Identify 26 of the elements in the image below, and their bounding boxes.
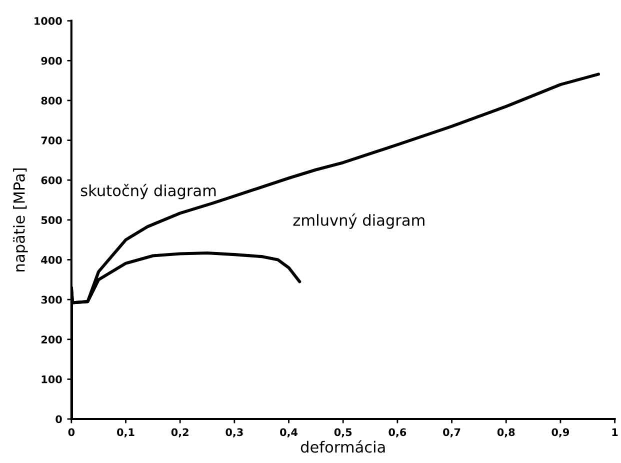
x-tick-label: 0,9 [552,428,570,438]
x-tick-label: 0,6 [388,428,406,438]
y-tick-label: 300 [41,296,62,304]
series-label: skutočný diagram [80,184,216,200]
y-axis-title: napätie [MPa] [13,168,28,272]
x-tick-label: 0,2 [171,428,188,438]
x-tick-label: 0 [68,428,75,436]
y-tick-label: 0 [56,415,62,424]
text: zmluvný diagram [293,213,424,229]
x-tick-label: 0,8 [497,428,515,438]
x-tick-label: 0,7 [443,428,460,438]
x-tick-label: 0,5 [334,428,352,438]
y-tick-label: 400 [41,256,62,264]
x-tick-label: 0,3 [226,428,243,438]
x-axis-title: deformácia [300,440,385,453]
y-tick-label: 1000 [34,17,62,25]
y-tick-label: 900 [41,56,62,65]
y-tick-label: 100 [42,375,62,384]
x-tick-label: 1 [612,428,618,436]
y-tick-label: 600 [41,176,62,184]
y-tick-label: 500 [41,216,62,224]
x-tick-label: 0,4 [280,428,298,438]
y-tick-label: 700 [41,136,62,144]
y-tick-label: 800 [41,96,62,105]
y-tick-label: 200 [41,336,62,344]
x-tick-label: 0,1 [117,428,134,438]
